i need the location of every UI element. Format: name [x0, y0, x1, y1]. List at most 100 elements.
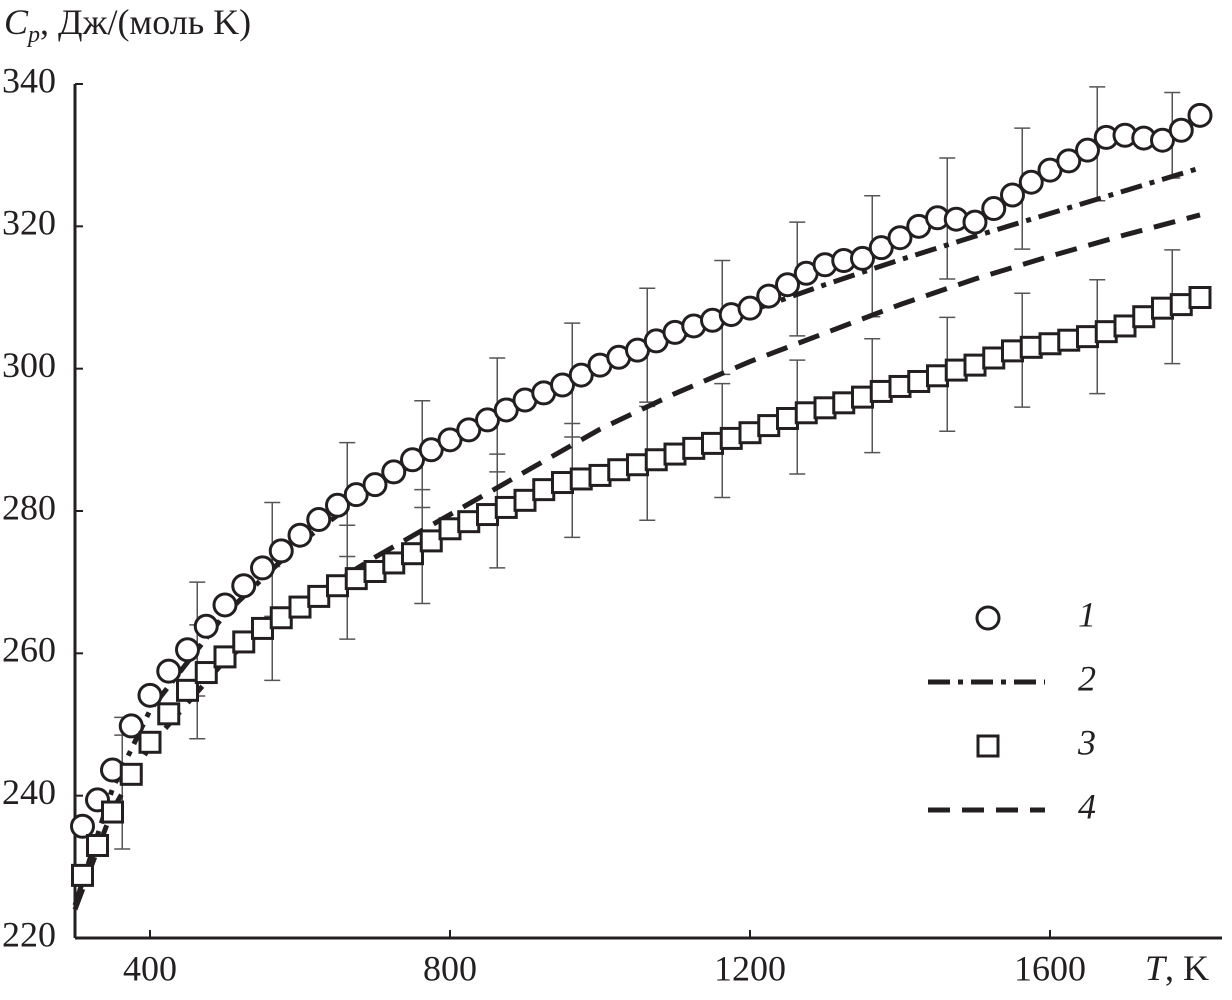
marker-circle [268, 538, 294, 564]
marker-square [288, 595, 312, 619]
y-tick-label: 320 [2, 203, 56, 243]
y-label-symbol: C [4, 2, 29, 42]
marker-square [494, 495, 518, 519]
marker-square [813, 396, 837, 420]
marker-square [644, 448, 668, 472]
marker-circle [1000, 182, 1025, 208]
marker-square [419, 529, 443, 553]
marker-circle [250, 555, 275, 581]
marker-circle [418, 437, 444, 463]
marker-circle [231, 573, 257, 599]
series-line [72, 212, 1201, 911]
marker-circle [175, 637, 200, 663]
marker-square [457, 510, 481, 534]
marker-square [888, 374, 912, 398]
x-tick-label: 1600 [1014, 948, 1086, 988]
marker-square [71, 863, 94, 887]
marker-circle [756, 283, 782, 309]
marker-circle [962, 209, 988, 235]
marker-circle [437, 427, 463, 453]
legend-label: 2 [1078, 658, 1096, 698]
marker-circle [362, 472, 388, 498]
marker-square [176, 678, 199, 702]
marker-square [1057, 328, 1081, 352]
marker-square [776, 406, 799, 430]
marker-square [719, 426, 743, 450]
marker-circle [325, 492, 350, 518]
marker-square [682, 436, 706, 460]
marker-circle [850, 245, 875, 271]
marker-square [926, 364, 949, 388]
marker-square [569, 467, 593, 491]
marker-circle [400, 447, 425, 473]
marker-circle [475, 407, 500, 433]
marker-square [1019, 335, 1043, 359]
marker-circle [1056, 148, 1082, 174]
marker-square [157, 702, 181, 726]
marker-circle [775, 272, 800, 298]
marker-square [982, 346, 1006, 370]
marker-square [832, 391, 856, 415]
marker-circle [343, 482, 369, 508]
y-tick-label: 240 [2, 772, 56, 812]
marker-square [232, 630, 256, 654]
marker-square [663, 442, 687, 466]
marker-square [382, 551, 406, 575]
marker-square [532, 478, 556, 502]
marker-square [476, 503, 499, 527]
y-tick-label: 260 [2, 630, 56, 670]
marker-square [963, 353, 987, 377]
marker-circle [868, 235, 894, 261]
y-tick-label: 220 [2, 914, 56, 954]
y-tick-label: 280 [2, 487, 56, 527]
marker-circle [1018, 169, 1044, 195]
legend-label: 4 [1078, 786, 1096, 826]
marker-square [1076, 325, 1099, 349]
marker-square [86, 833, 109, 857]
marker-circle [1168, 117, 1194, 143]
marker-square [101, 800, 124, 824]
marker-square [1001, 339, 1024, 363]
marker-square [363, 559, 387, 583]
marker-square [1188, 286, 1212, 309]
marker-square [1169, 293, 1193, 317]
marker-circle [118, 713, 144, 739]
x-label-symbol: T [1145, 948, 1168, 988]
marker-circle [1075, 137, 1100, 163]
marker-square [1094, 320, 1118, 344]
marker-square [976, 734, 1000, 758]
y-axis-label: Cp, Дж/(моль K) [4, 2, 251, 47]
x-tick-label: 1200 [714, 948, 786, 988]
legend-label: 1 [1078, 594, 1096, 634]
marker-circle [975, 605, 1001, 631]
marker-square [513, 488, 537, 512]
marker-square [588, 463, 612, 487]
marker-square [626, 453, 649, 477]
marker-square [269, 606, 293, 630]
marker-square [251, 616, 274, 640]
x-tick-label: 800 [423, 948, 477, 988]
y-label-subscript: p [26, 22, 40, 48]
marker-square [1113, 314, 1137, 338]
marker-circle [456, 417, 482, 443]
marker-square [1151, 296, 1174, 320]
marker-square [1132, 305, 1156, 329]
y-label-unit: , Дж/(моль K) [40, 2, 251, 42]
marker-square [438, 517, 462, 541]
marker-square [738, 421, 762, 445]
marker-square [701, 431, 724, 455]
marker-circle [981, 196, 1007, 222]
marker-square [794, 401, 818, 425]
marker-square [401, 542, 424, 566]
marker-circle [156, 658, 182, 684]
legend-label: 3 [1077, 722, 1096, 762]
marker-circle [212, 592, 238, 618]
marker-circle [1187, 102, 1213, 128]
marker-circle [193, 613, 219, 639]
marker-circle [306, 507, 332, 533]
marker-circle [887, 225, 913, 251]
marker-circle [1150, 127, 1175, 153]
marker-circle [287, 522, 313, 548]
